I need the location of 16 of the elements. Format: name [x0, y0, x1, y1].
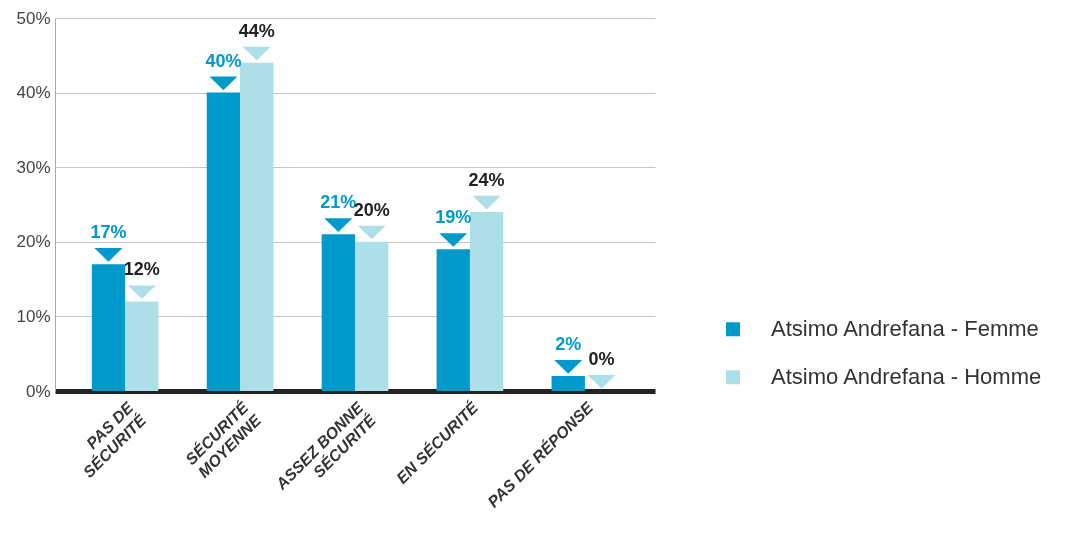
y-tick-label: 40% [16, 83, 51, 103]
data-label: 2% [555, 334, 582, 355]
y-tick-label: 10% [16, 306, 51, 326]
y-tick-label: 20% [16, 232, 51, 252]
data-label: 0% [588, 349, 615, 369]
legend-label: Atsimo Andrefana - Homme [771, 364, 1042, 390]
y-tick-label: 0% [25, 381, 51, 401]
data-label: 24% [468, 169, 505, 190]
data-label: 17% [90, 222, 127, 243]
data-label: 12% [123, 259, 160, 280]
data-label: 19% [435, 207, 472, 228]
data-label: 40% [205, 50, 242, 71]
y-tick-label: 30% [16, 157, 51, 177]
y-tick-label: 50% [16, 8, 51, 28]
data-label: 44% [238, 20, 275, 41]
legend-label: Atsimo Andrefana - Femme [771, 316, 1039, 342]
